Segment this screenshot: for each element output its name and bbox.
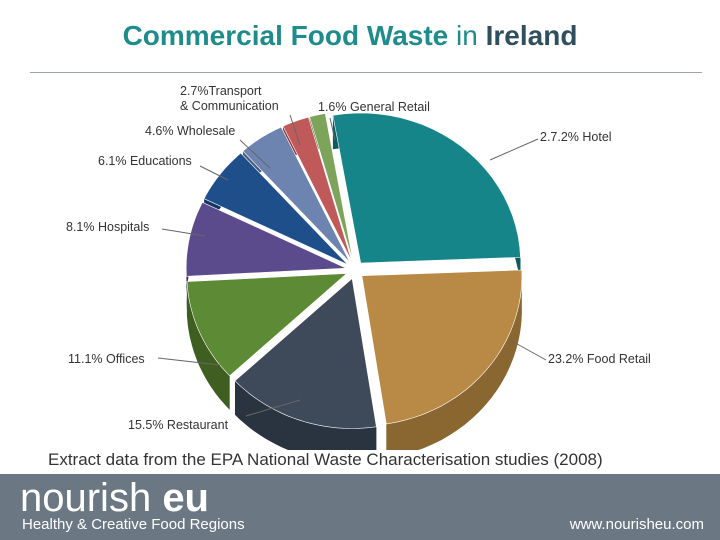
slice-label-wholesale: 4.6% Wholesale (145, 124, 236, 138)
title-divider (30, 72, 702, 73)
leader-line-offices (157, 357, 221, 366)
pie-slice-food-retail (361, 269, 523, 425)
slice-label-general-retail: 1.6% General Retail (318, 100, 430, 114)
slice-label-transport: 2.7%Transport & Communication (180, 84, 279, 113)
pie-slice-transport (282, 116, 353, 262)
brand-tagline: Healthy & Creative Food Regions (22, 516, 245, 533)
leader-line-wholesale (239, 139, 271, 169)
brand-part-1: nourish (20, 476, 163, 520)
slice-label-hotel: 2.7.2% Hotel (540, 130, 612, 144)
pie-slice-side-offices (186, 281, 230, 410)
footer-bar (0, 474, 720, 540)
pie-slice-restaurant (234, 277, 377, 429)
pie-slice-side-restaurant (235, 380, 377, 450)
chart-title: Commercial Food Waste in Ireland (0, 20, 700, 52)
pie-slice-side-food-retail (386, 270, 522, 450)
leader-line-general-retail (329, 117, 336, 141)
pie-slice-educations (203, 152, 349, 265)
brand-logo: nourish eu (20, 476, 209, 521)
slice-label-food-retail: 23.2% Food Retail (548, 352, 651, 366)
source-note: Extract data from the EPA National Waste… (48, 450, 603, 469)
title-part-1: Commercial Food Waste (122, 20, 449, 51)
leader-line-educations (199, 165, 229, 181)
slice-label-educations: 6.1% Educations (98, 154, 192, 168)
slice-label-offices: 11.1% Offices (68, 352, 145, 366)
leader-line-hotel (489, 138, 539, 161)
brand-part-2: eu (162, 476, 209, 520)
leader-line-food-retail (509, 339, 547, 361)
pie-slice-hotel (332, 112, 521, 264)
leader-line-transport (289, 114, 301, 146)
pie-slice-general-retail (309, 113, 354, 262)
pie-slice-hospitals (185, 201, 347, 277)
pie-chart (157, 112, 547, 450)
title-part-2: in (448, 20, 486, 51)
title-part-3: Ireland (485, 20, 578, 51)
slice-label-restaurant: 15.5% Restaurant (128, 418, 229, 432)
leader-line-restaurant (245, 399, 301, 417)
slice-label-hospitals: 8.1% Hospitals (66, 220, 150, 234)
leader-line-hospitals (161, 228, 206, 237)
website-link[interactable]: www.nourisheu.com (569, 516, 704, 533)
